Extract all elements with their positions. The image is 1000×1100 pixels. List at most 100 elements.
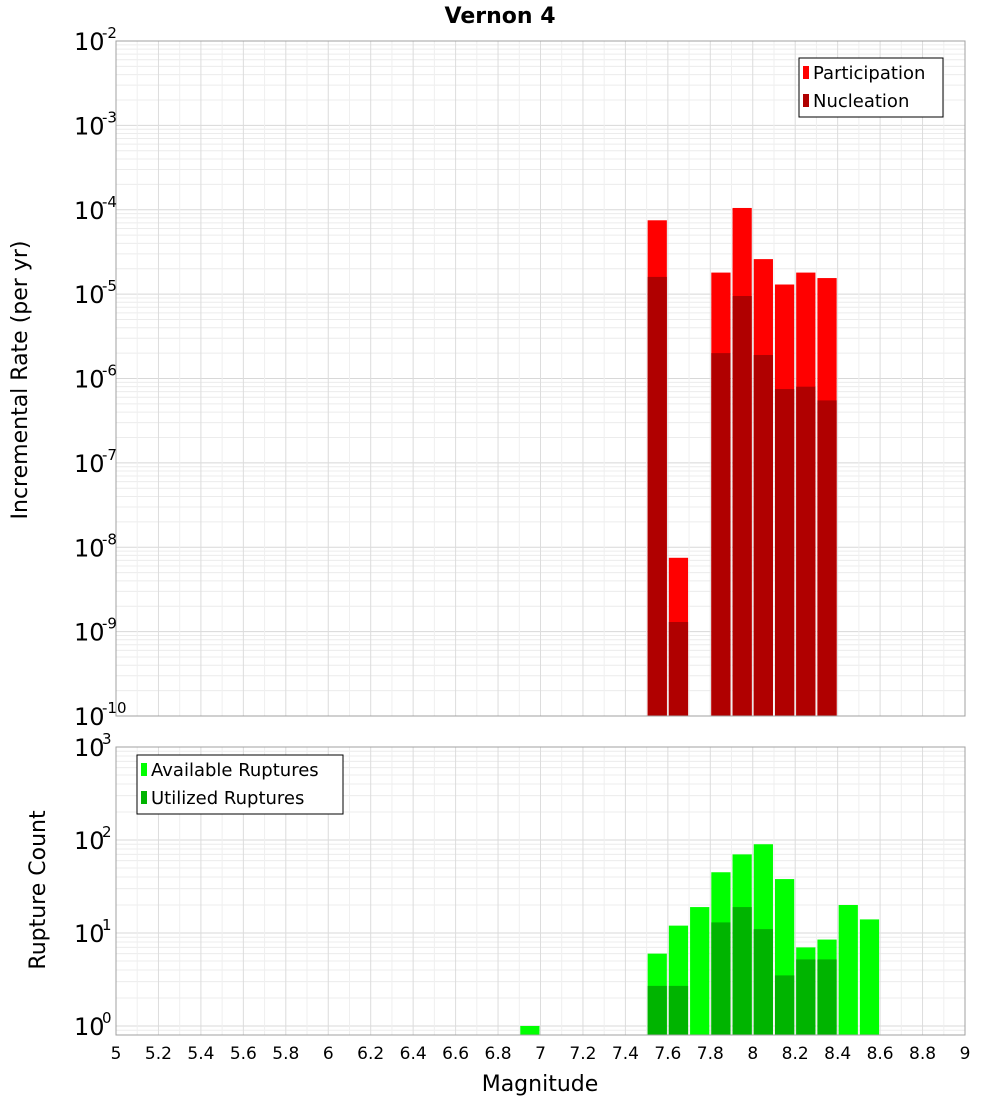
incremental-rate-panel: Participation M7.55: 0.000075Participati…: [74, 24, 966, 731]
x-tick-label: 7: [535, 1044, 546, 1064]
svg-text:-9: -9: [102, 615, 117, 633]
rupture-count-panel: Available Ruptures M6.95: 1 Available Rup…: [74, 730, 966, 1041]
legend: Participation Nucleation: [798, 57, 944, 118]
legend-swatch: [803, 94, 809, 107]
legend-box: [136, 754, 344, 815]
x-tick-label: 8.8: [909, 1044, 936, 1064]
bar-available-ruptures: Available Ruptures M7.75: 19: [690, 907, 710, 1035]
svg-text:-8: -8: [102, 530, 117, 548]
top-y-axis-label: Incremental Rate (per yr): [8, 241, 33, 520]
svg-text:-5: -5: [102, 277, 117, 295]
bar-nucleation: Nucleation M7.95: 0.0000095: [732, 296, 752, 716]
svg-text:-2: -2: [102, 24, 117, 42]
bar-nucleation: Nucleation M7.65: 1.3e-9: [668, 622, 689, 716]
legend-swatch: [141, 791, 147, 804]
x-axis-label: Magnitude: [482, 1072, 599, 1097]
y-tick-label: 10-8: [74, 530, 117, 562]
bar-utilized-ruptures: Utilized Ruptures M8.05: 11: [753, 929, 773, 1035]
x-tick-label: 8.4: [824, 1044, 851, 1064]
svg-text:10: 10: [74, 450, 105, 478]
y-tick-label: 101: [74, 916, 112, 948]
y-tick-label: 100: [74, 1009, 112, 1041]
x-tick-label: 6.2: [357, 1044, 384, 1064]
bar-utilized-ruptures: Utilized Ruptures M7.85: 13: [711, 922, 731, 1035]
bar-available-ruptures: Available Ruptures M8.55: 14: [859, 919, 880, 1035]
svg-text:1: 1: [102, 916, 112, 934]
svg-text:10: 10: [74, 920, 105, 948]
svg-text:10: 10: [74, 534, 105, 562]
svg-text:-7: -7: [102, 446, 117, 464]
x-tick-label: 6.4: [400, 1044, 427, 1064]
bar-available-ruptures: Available Ruptures M6.95: 1: [520, 1025, 540, 1035]
x-tick-label: 7.4: [612, 1044, 639, 1064]
x-tick-label: 6: [323, 1044, 334, 1064]
chart-title: Vernon 4: [445, 4, 556, 29]
y-tick-label: 10-6: [74, 362, 117, 394]
svg-text:10: 10: [74, 1013, 105, 1041]
y-tick-label: 10-7: [74, 446, 117, 478]
svg-text:-6: -6: [102, 362, 117, 380]
x-tick-label: 7.6: [654, 1044, 681, 1064]
svg-text:10: 10: [74, 366, 105, 394]
bottom-y-axis-label: Rupture Count: [26, 810, 51, 970]
legend: Available Ruptures Utilized Ruptures: [136, 754, 344, 815]
legend-label: Utilized Ruptures: [151, 788, 304, 809]
svg-text:0: 0: [102, 1009, 112, 1027]
y-tick-label: 10-4: [74, 193, 117, 225]
legend-box: [798, 57, 944, 118]
legend-swatch: [141, 763, 147, 776]
y-tick-label: 103: [74, 730, 112, 762]
bar-nucleation: Nucleation M8.05: 0.0000019: [753, 354, 773, 716]
svg-text:-4: -4: [102, 193, 117, 211]
bar-utilized-ruptures: Utilized Ruptures M8.35: 5.2: [817, 959, 837, 1035]
plot-frame: [115, 746, 966, 1036]
svg-text:-10: -10: [102, 699, 127, 717]
y-tick-label: 10-10: [74, 699, 127, 731]
bar-available-ruptures: Available Ruptures M8.45: 20: [838, 904, 858, 1035]
y-tick-label: 10-9: [74, 615, 117, 647]
y-tick-label: 10-2: [74, 24, 117, 56]
x-tick-label: 6.6: [442, 1044, 469, 1064]
bar-nucleation: Nucleation M7.85: 0.000002: [711, 353, 731, 716]
bar-utilized-ruptures: Utilized Ruptures M8.15: 3.5: [774, 975, 795, 1035]
bar-utilized-ruptures: Utilized Ruptures M7.65: 2.7: [668, 985, 689, 1035]
x-tick-label: 5.6: [230, 1044, 257, 1064]
svg-text:10: 10: [74, 619, 105, 647]
plot-frame: [115, 40, 966, 717]
x-tick-label: 9: [960, 1044, 971, 1064]
legend-label: Nucleation: [813, 91, 909, 112]
x-tick-label: 5.8: [272, 1044, 299, 1064]
x-tick-label: 8.6: [867, 1044, 894, 1064]
legend-label: Available Ruptures: [151, 760, 319, 781]
bar-nucleation: Nucleation M8.15: 7.5e-7: [774, 389, 795, 716]
svg-text:10: 10: [74, 112, 105, 140]
x-axis-ticks: 5 5.2 5.4 5.6 5.8 6 6.2 6.4 6.6 6.8 7 7.2 7.4 7.6 7.8 8…: [111, 1044, 971, 1064]
svg-text:10: 10: [74, 197, 105, 225]
x-tick-label: 7.2: [569, 1044, 596, 1064]
x-tick-label: 6.8: [485, 1044, 512, 1064]
svg-text:10: 10: [74, 827, 105, 855]
bar-utilized-ruptures: Utilized Ruptures M7.95: 19: [732, 907, 752, 1035]
svg-text:-3: -3: [102, 108, 117, 126]
bar-utilized-ruptures: Utilized Ruptures M8.25: 5.2: [796, 959, 816, 1035]
x-tick-label: 5: [111, 1044, 122, 1064]
x-tick-label: 5.4: [187, 1044, 214, 1064]
svg-text:10: 10: [74, 281, 105, 309]
bar-nucleation: Nucleation M8.35: 5.5e-7: [817, 400, 837, 716]
bar-nucleation: Nucleation M8.25: 8e-7: [796, 386, 816, 716]
y-tick-label: 10-3: [74, 108, 117, 140]
svg-text:2: 2: [102, 823, 112, 841]
svg-text:3: 3: [102, 730, 112, 748]
y-tick-label: 10-5: [74, 277, 117, 309]
legend-swatch: [803, 66, 809, 79]
x-tick-label: 8: [747, 1044, 758, 1064]
x-tick-label: 8.2: [782, 1044, 809, 1064]
x-tick-label: 7.8: [697, 1044, 724, 1064]
bar-utilized-ruptures: Utilized Ruptures M7.55: 2.7: [647, 985, 667, 1035]
y-tick-label: 102: [74, 823, 112, 855]
legend-label: Participation: [813, 63, 925, 84]
svg-text:10: 10: [74, 734, 105, 762]
x-tick-label: 5.2: [145, 1044, 172, 1064]
svg-text:10: 10: [74, 28, 105, 56]
